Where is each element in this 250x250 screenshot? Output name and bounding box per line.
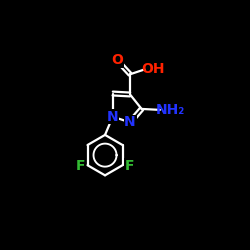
- Text: O: O: [112, 53, 124, 67]
- Text: OH: OH: [141, 62, 164, 76]
- Text: N: N: [107, 110, 118, 124]
- Text: NH₂: NH₂: [155, 103, 184, 117]
- Text: F: F: [76, 159, 85, 173]
- Text: F: F: [125, 159, 134, 173]
- Text: N: N: [107, 110, 118, 124]
- Text: N: N: [124, 116, 136, 130]
